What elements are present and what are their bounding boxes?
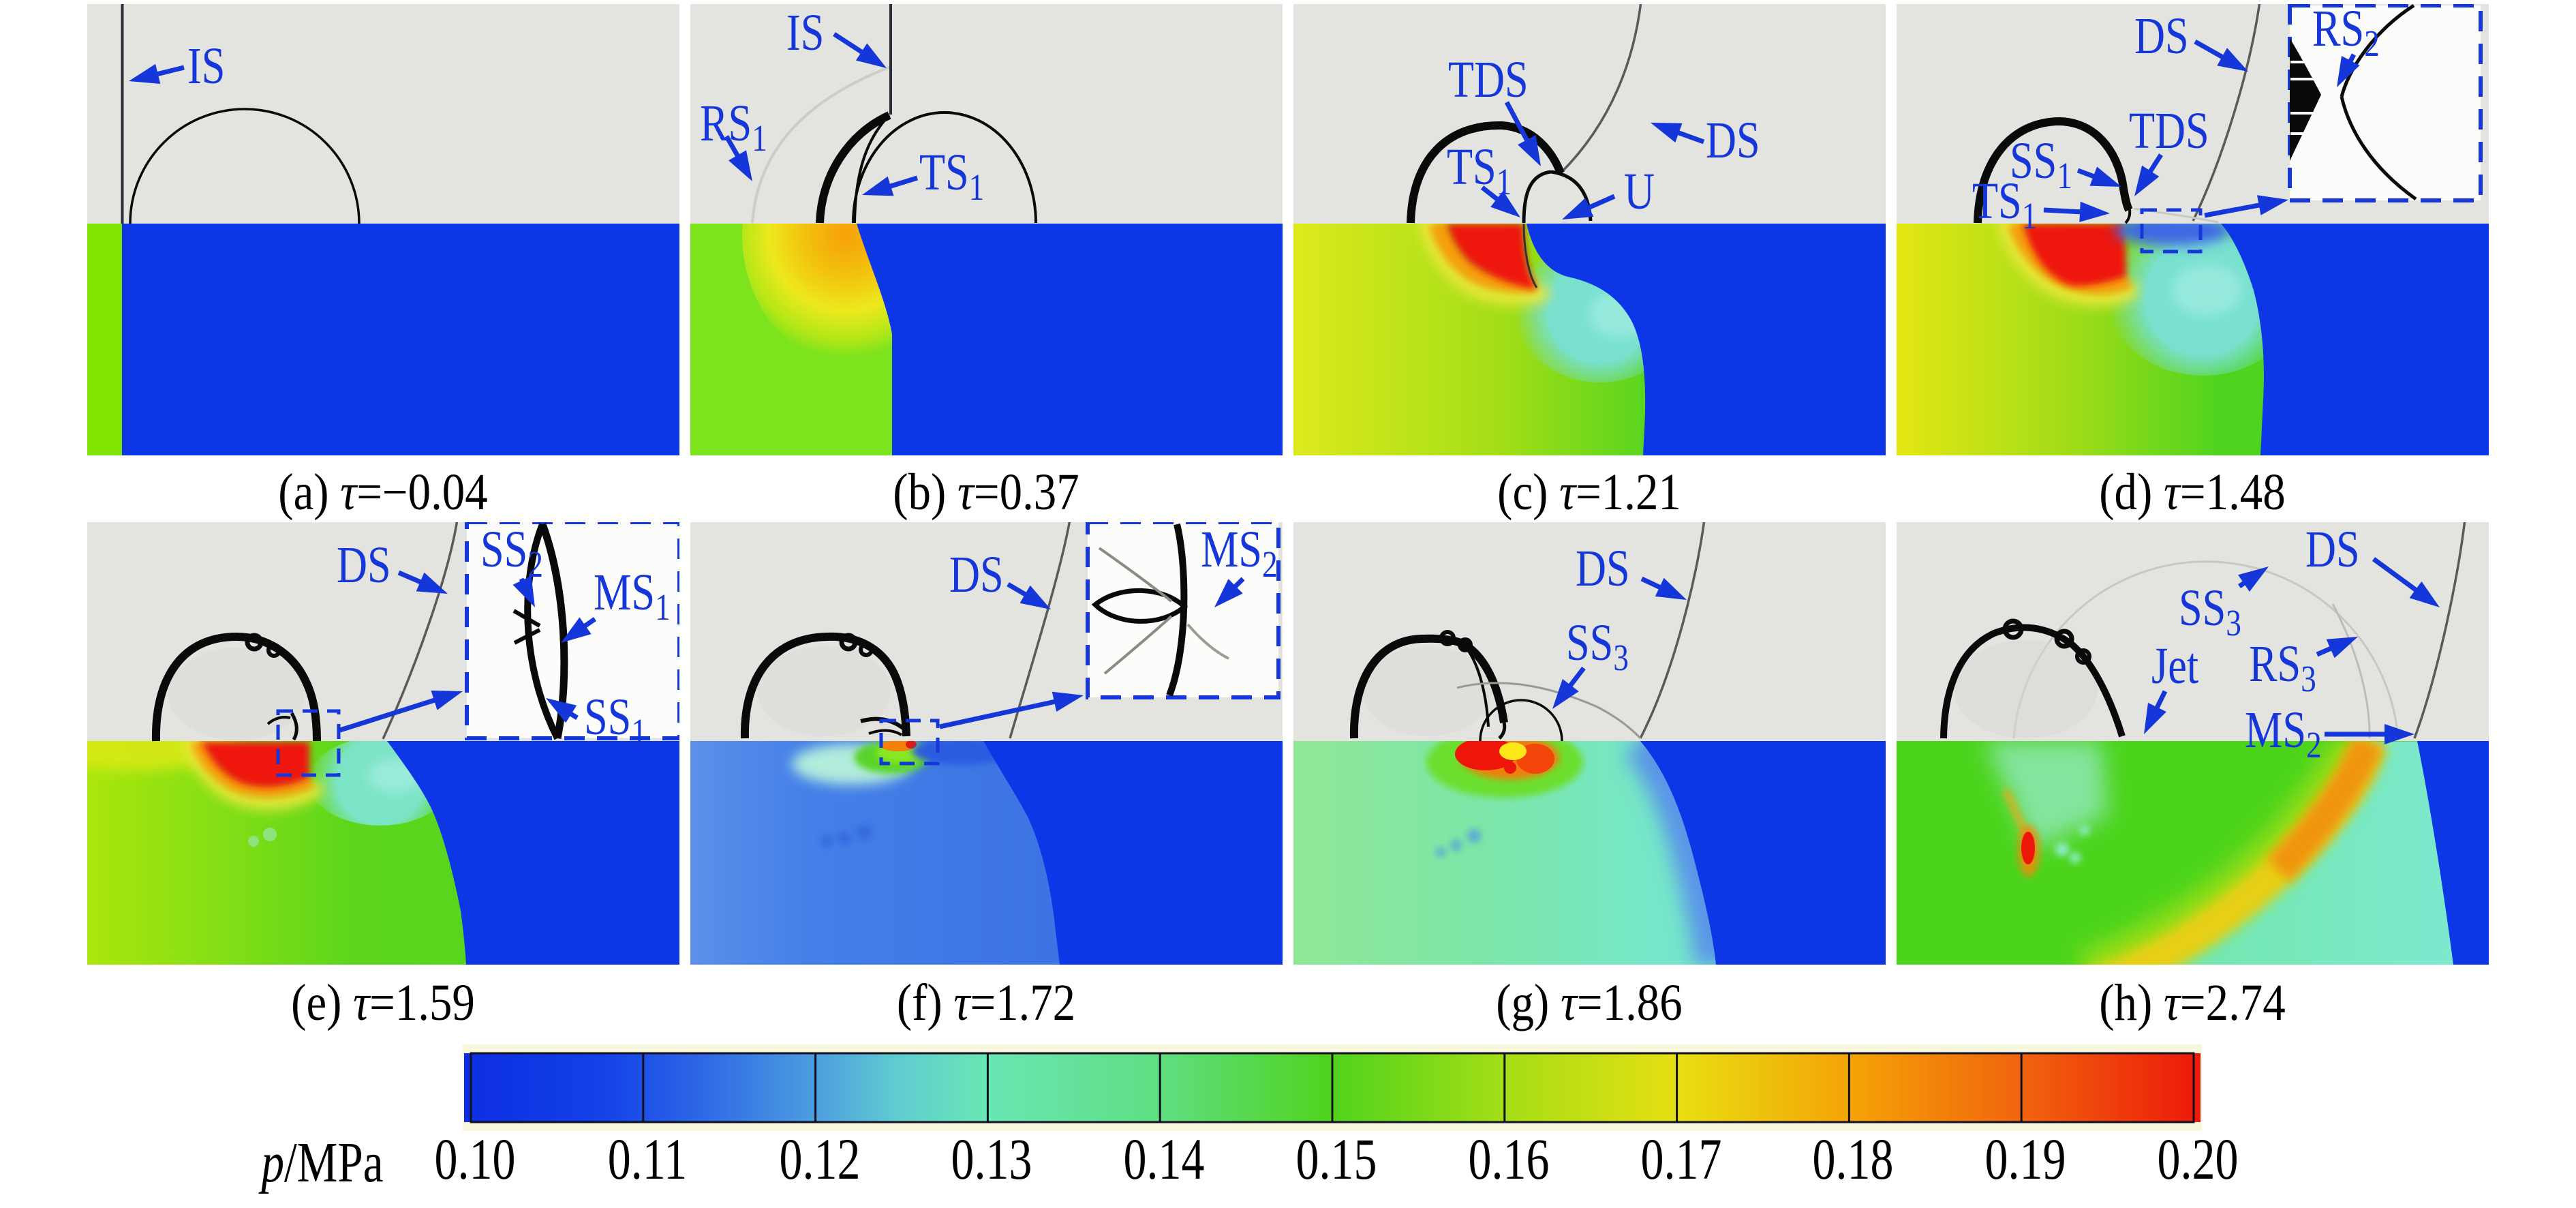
- svg-text:TDS: TDS: [1448, 51, 1529, 108]
- svg-text:DS: DS: [1576, 540, 1630, 597]
- svg-text:TDS: TDS: [2129, 102, 2209, 160]
- svg-text:IS: IS: [786, 4, 824, 61]
- svg-text:DS: DS: [2134, 7, 2189, 65]
- svg-text:IS: IS: [187, 37, 225, 95]
- svg-text:U: U: [1624, 163, 1655, 220]
- svg-text:DS: DS: [949, 546, 1004, 603]
- svg-text:SS3: SS3: [1566, 614, 1629, 678]
- svg-text:DS: DS: [337, 537, 391, 594]
- svg-text:DS: DS: [1706, 112, 1760, 169]
- svg-text:Jet: Jet: [2151, 637, 2198, 695]
- svg-text:MS2: MS2: [1201, 522, 1278, 585]
- svg-text:TS1: TS1: [1447, 138, 1512, 202]
- svg-text:DS: DS: [2305, 522, 2360, 578]
